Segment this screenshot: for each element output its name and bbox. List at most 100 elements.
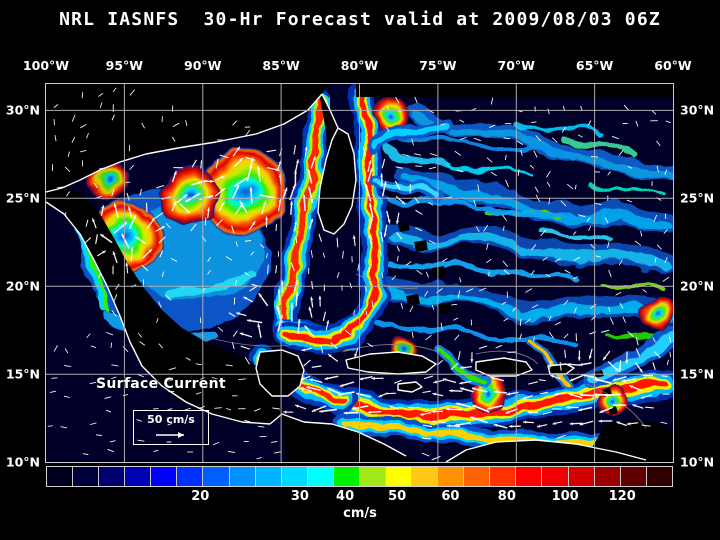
current-vector-head: [395, 220, 400, 224]
current-vector-arrow: [362, 147, 366, 156]
current-vector-arrow: [71, 136, 76, 143]
lon-tick-label: 85°W: [262, 58, 300, 73]
current-vector-arrow: [381, 272, 384, 279]
current-vector-arrow: [505, 179, 509, 188]
current-vector-arrow: [295, 236, 298, 244]
current-vector-head: [127, 207, 132, 211]
current-vector-arrow: [450, 363, 459, 371]
current-vector-arrow: [106, 332, 114, 336]
current-vector-head: [579, 362, 583, 367]
current-vector-arrow: [207, 269, 211, 275]
current-vector-arrow: [635, 348, 640, 357]
current-vector-head: [615, 367, 619, 371]
current-vector-arrow: [235, 241, 238, 247]
vector-scale-box: 50 cm/s: [133, 410, 209, 445]
current-vector-arrow: [486, 243, 489, 251]
current-vector-arrow: [253, 408, 261, 412]
current-vector-head: [338, 392, 342, 397]
current-vector-head: [456, 402, 460, 406]
current-vector-arrow: [588, 225, 592, 231]
current-vector-head: [256, 166, 261, 170]
current-vector-head: [301, 377, 305, 381]
current-vector-arrow: [275, 224, 278, 232]
current-vector-head: [378, 394, 383, 398]
current-vector-arrow: [49, 390, 57, 393]
current-vector-arrow: [141, 264, 149, 272]
current-vector-head: [132, 215, 136, 219]
current-vector-head: [121, 234, 125, 238]
current-vector-arrow: [563, 299, 569, 305]
current-vector-arrow: [81, 92, 84, 99]
current-vector-arrow: [654, 351, 661, 359]
graticule: [46, 84, 673, 462]
current-vector-arrow: [483, 224, 489, 232]
page-title: NRL IASNFS 30-Hr Forecast valid at 2009/…: [59, 9, 661, 30]
lon-tick-label: 70°W: [497, 58, 535, 73]
current-vector-head: [340, 383, 344, 387]
current-vector-arrow: [111, 376, 117, 380]
current-vector-arrow: [529, 164, 535, 169]
current-vector-head: [135, 237, 140, 240]
current-vector-arrow: [90, 422, 97, 425]
current-vector-arrow: [549, 331, 554, 339]
current-vector-arrow: [64, 348, 69, 354]
current-vector-arrow: [502, 214, 507, 221]
current-vector-arrow: [409, 305, 414, 313]
current-vector-arrow: [60, 426, 68, 429]
current-vector-arrow: [456, 169, 464, 173]
current-vector-head: [328, 388, 332, 392]
current-vector-arrow: [93, 182, 98, 189]
current-vector-head: [180, 204, 184, 208]
current-vector-arrow: [533, 150, 538, 158]
colorbar-segment: [490, 467, 517, 486]
current-vector-head: [588, 355, 592, 359]
current-vector-head: [320, 409, 323, 413]
current-vector-head: [318, 296, 322, 300]
current-vector-head: [284, 188, 288, 192]
current-vector-arrow: [271, 441, 278, 443]
colorbar[interactable]: [46, 466, 673, 487]
current-vector-arrow: [155, 212, 164, 219]
colorbar-segment: [568, 467, 595, 486]
current-vector-arrow: [635, 336, 639, 346]
current-speed-map[interactable]: [46, 84, 673, 462]
current-vector-arrow: [604, 217, 609, 224]
current-vector-head: [368, 410, 371, 414]
current-vector-arrow: [437, 360, 444, 366]
current-vector-arrow: [422, 424, 432, 428]
current-vector-head: [443, 378, 447, 382]
colorbar-segment: [203, 467, 230, 486]
colorbar-tick-label: 50: [388, 489, 407, 504]
current-vector-head: [625, 360, 629, 364]
current-vector-arrow: [502, 225, 505, 231]
current-vector-arrow: [652, 362, 656, 370]
current-vector-arrow: [342, 250, 344, 259]
current-vector-arrow: [89, 381, 97, 384]
current-vector-arrow: [303, 359, 311, 367]
current-vector-arrow: [664, 257, 668, 263]
current-vector-arrow: [503, 318, 509, 322]
current-vector-head: [613, 377, 617, 382]
colorbar-segment: [333, 467, 360, 486]
current-vector-arrow: [490, 97, 494, 105]
current-vector-head: [302, 195, 306, 199]
current-vector-arrow: [244, 357, 250, 365]
current-vector-arrow: [556, 434, 566, 439]
current-vector-head: [250, 158, 254, 162]
colorbar-tick-label: 30: [290, 489, 309, 504]
current-vector-head: [600, 409, 604, 413]
current-vector-arrow: [191, 159, 197, 168]
current-vector-arrow: [167, 423, 173, 426]
current-vector-arrow: [668, 335, 672, 343]
lat-tick-label-left: 20°N: [5, 278, 40, 294]
current-vector-head: [433, 392, 436, 396]
current-vector-arrow: [265, 253, 268, 259]
current-vector-arrow: [310, 249, 313, 258]
current-vector-arrow: [618, 259, 623, 266]
current-vector-arrow: [486, 157, 493, 163]
current-vector-arrow: [549, 361, 552, 369]
current-vector-head: [161, 226, 165, 230]
current-vector-arrow: [608, 306, 611, 312]
current-vector-arrow: [225, 364, 233, 367]
